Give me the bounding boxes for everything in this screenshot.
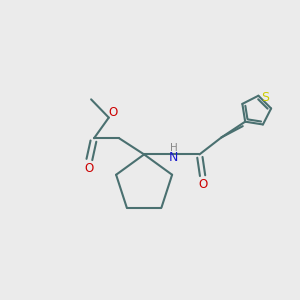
Text: H: H [170, 143, 177, 153]
Text: O: O [109, 106, 118, 119]
Text: O: O [84, 162, 93, 175]
Text: O: O [198, 178, 208, 191]
Text: S: S [261, 91, 269, 104]
Text: N: N [169, 151, 178, 164]
